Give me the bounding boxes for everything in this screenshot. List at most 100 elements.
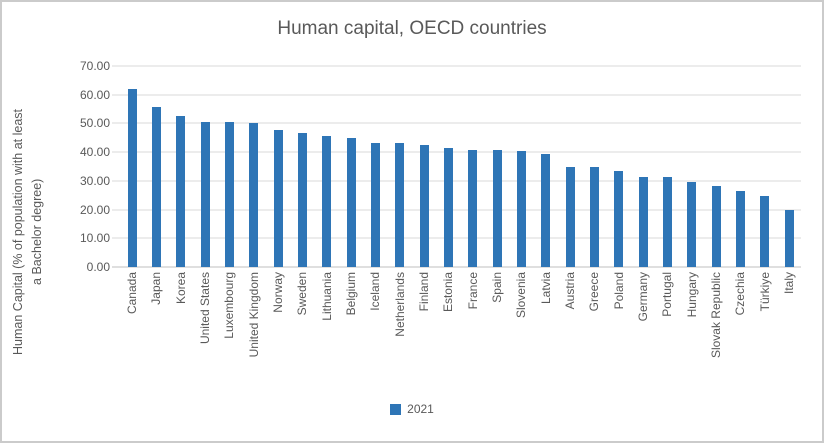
legend: 2021 (2, 397, 822, 421)
x-label-cell: Greece (582, 267, 606, 397)
bar-finland (419, 144, 429, 267)
bar-estonia (443, 148, 453, 267)
bar-slot (680, 66, 704, 267)
bar-slot (315, 66, 339, 267)
chart-body: Human Capital (% of population with at l… (2, 59, 822, 397)
gridline (112, 180, 801, 182)
gridlines-layer (112, 65, 801, 268)
x-tick-label: Hungary (684, 272, 699, 318)
bar-poland (614, 171, 624, 267)
bar-slot (558, 66, 582, 267)
bar-slot (242, 66, 266, 267)
bar-slot (290, 66, 314, 267)
bar-slot (412, 66, 436, 267)
x-tick-label: France (465, 272, 480, 310)
gridline (112, 122, 801, 124)
gridline (112, 237, 801, 239)
x-tick-label: Latvia (538, 272, 553, 305)
bar-italy (784, 209, 794, 267)
x-tick-label: Japan (149, 272, 164, 305)
right-spacer (801, 66, 822, 397)
x-tick-label: Norway (271, 272, 286, 313)
bar-sweden (297, 132, 307, 267)
x-label-cell: Czechia (728, 267, 752, 397)
x-tick-label: Finland (417, 272, 432, 312)
bar-belgium (346, 137, 356, 267)
bar-slot (436, 66, 460, 267)
bar-slot (461, 66, 485, 267)
x-label-cell: Norway (266, 267, 290, 397)
x-label-cell: Slovenia (509, 267, 533, 397)
x-label-cell: Latvia (534, 267, 558, 397)
y-axis-tick-labels: 70.00 60.00 50.00 40.00 30.00 20.00 10.00 0.00 (54, 59, 120, 274)
bar-türkiye (760, 196, 770, 267)
x-label-cell: Lithuania (315, 267, 339, 397)
bar-slot (631, 66, 655, 267)
x-tick-label: Lithuania (319, 272, 334, 321)
x-label-cell: Poland (607, 267, 631, 397)
x-label-cell: Korea (169, 267, 193, 397)
x-tick-label: Türkiye (757, 272, 772, 312)
x-label-cell: Estonia (436, 267, 460, 397)
x-tick-label: Portugal (660, 272, 675, 317)
legend-marker-2021 (390, 403, 402, 415)
x-tick-label: United States (198, 272, 213, 345)
x-label-cell: France (461, 267, 485, 397)
gridline (112, 94, 801, 96)
bar-slot (193, 66, 217, 267)
x-label-cell: Portugal (655, 267, 679, 397)
x-tick-label: Luxembourg (222, 272, 237, 339)
bar-austria (565, 167, 575, 267)
x-tick-label: Poland (611, 272, 626, 310)
bar-slot (655, 66, 679, 267)
x-label-cell: Finland (412, 267, 436, 397)
bar-korea (176, 116, 186, 267)
x-tick-label: Spain (490, 272, 505, 303)
x-label-cell: United States (193, 267, 217, 397)
y-tick-label: 40.00 (79, 145, 110, 160)
plot-column: Canada Japan Korea United States Luxembourg U… (112, 65, 801, 397)
bar-slot (485, 66, 509, 267)
bar-slot (388, 66, 412, 267)
bar-latvia (541, 154, 551, 267)
x-tick-label: Sweden (295, 272, 310, 316)
gridline (112, 209, 801, 211)
gridline (112, 65, 801, 67)
bar-slovak-republic (711, 186, 721, 267)
bars-layer (120, 66, 801, 267)
bar-slot (120, 66, 144, 267)
x-tick-label: Belgium (344, 272, 359, 316)
bar-slot (607, 66, 631, 267)
bar-germany (638, 176, 648, 267)
bar-slot (534, 66, 558, 267)
bar-slot (777, 66, 801, 267)
bar-slot (169, 66, 193, 267)
x-axis-labels: Canada Japan Korea United States Luxembourg U… (120, 267, 801, 397)
bar-netherlands (395, 143, 405, 267)
bar-luxembourg (224, 122, 234, 267)
x-tick-label: Slovenia (514, 272, 529, 319)
y-axis-title-wrap: Human Capital (% of population with at l… (2, 66, 54, 397)
x-tick-label: Germany (636, 272, 651, 322)
x-label-cell: Japan (144, 267, 168, 397)
y-tick-label: 30.00 (79, 173, 110, 188)
y-tick-label: 50.00 (79, 116, 110, 131)
x-axis-line (112, 266, 801, 268)
bar-czechia (735, 191, 745, 267)
y-tick-label: 60.00 (79, 87, 110, 102)
x-label-cell: Spain (485, 267, 509, 397)
x-tick-label: Estonia (441, 272, 456, 313)
x-tick-label: Slovak Republic (709, 272, 724, 359)
plot-area (112, 65, 801, 268)
bar-united-states (200, 122, 210, 267)
bar-slot (217, 66, 241, 267)
bar-norway (273, 130, 283, 267)
x-tick-label: Czechia (733, 272, 748, 316)
bar-spain (492, 150, 502, 267)
y-tick-label: 10.00 (79, 231, 110, 246)
bar-slot (266, 66, 290, 267)
x-label-cell: Netherlands (388, 267, 412, 397)
bar-france (468, 149, 478, 267)
x-label-cell: Germany (631, 267, 655, 397)
legend-label-2021: 2021 (407, 402, 434, 416)
